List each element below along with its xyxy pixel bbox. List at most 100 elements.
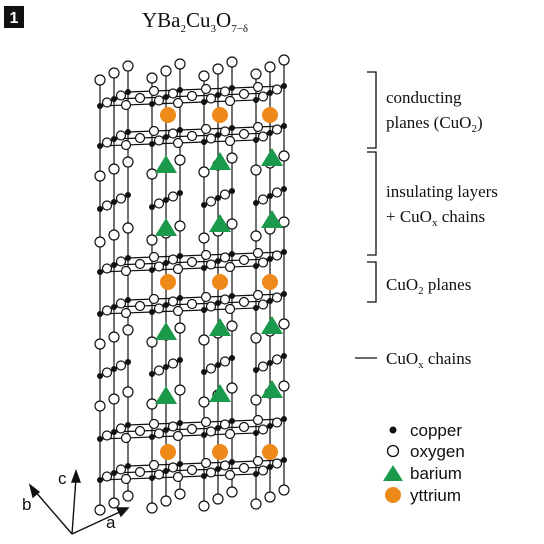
copper: [281, 416, 287, 422]
oxygen: [95, 505, 105, 515]
lattice: [95, 55, 289, 515]
oxygen: [207, 364, 216, 373]
oxygen: [188, 258, 197, 267]
copper: [97, 143, 103, 149]
oxygen: [174, 265, 183, 274]
copper: [201, 139, 207, 145]
oxygen: [279, 381, 289, 391]
oxygen: [122, 101, 131, 110]
oxygen: [207, 302, 216, 311]
copper: [229, 125, 235, 131]
oxygen: [254, 249, 263, 258]
oxygen: [155, 199, 164, 208]
bracket: [367, 262, 376, 302]
legend-label: copper: [410, 421, 462, 440]
oxygen: [122, 267, 131, 276]
copper: [177, 295, 183, 301]
oxygen: [147, 235, 157, 245]
oxygen: [136, 134, 145, 143]
copper: [267, 90, 273, 96]
oxygen: [221, 420, 230, 429]
copper: [229, 459, 235, 465]
oxygen: [227, 383, 237, 393]
oxygen: [174, 432, 183, 441]
copper: [281, 83, 287, 89]
oxygen: [202, 459, 211, 468]
oxygen: [226, 263, 235, 272]
copper: [215, 132, 221, 138]
copper: [267, 464, 273, 470]
copper: [267, 423, 273, 429]
oxygen: [227, 321, 237, 331]
annotation-line: chains: [437, 207, 485, 226]
oxygen: [169, 359, 178, 368]
title-part: Cu: [186, 8, 211, 32]
oxygen: [174, 99, 183, 108]
copper: [281, 123, 287, 129]
oxygen: [221, 127, 230, 136]
oxygen: [175, 221, 185, 231]
copper: [111, 470, 117, 476]
oxygen: [95, 171, 105, 181]
oxygen: [202, 85, 211, 94]
copper: [267, 256, 273, 262]
copper: [149, 267, 155, 273]
oxygen: [207, 427, 216, 436]
copper: [229, 251, 235, 257]
oxygen: [273, 418, 282, 427]
oxygen: [265, 492, 275, 502]
copper: [201, 202, 207, 208]
oxygen: [240, 90, 249, 99]
oxygen: [109, 394, 119, 404]
copper: [201, 369, 207, 375]
copper: [163, 197, 169, 203]
oxygen: [259, 362, 268, 371]
copper: [163, 134, 169, 140]
oxygen: [251, 165, 261, 175]
oxygen: [254, 123, 263, 132]
oxygen: [103, 264, 112, 273]
annotation: conducting: [386, 88, 462, 107]
title: YBa2Cu3O7−δ: [142, 8, 248, 35]
copper: [281, 291, 287, 297]
oxygen: [117, 424, 126, 433]
copper: [229, 85, 235, 91]
oxygen: [199, 335, 209, 345]
oxygen: [226, 137, 235, 146]
oxygen: [136, 94, 145, 103]
oxygen: [227, 487, 237, 497]
annotation: + CuOx chains: [386, 207, 485, 229]
barium: [155, 155, 177, 173]
oxygen: [188, 92, 197, 101]
annotation-line: + CuO: [386, 207, 432, 226]
copper: [163, 468, 169, 474]
copper: [149, 371, 155, 377]
oxygen: [188, 425, 197, 434]
oxygen: [259, 466, 268, 475]
oxygen: [188, 132, 197, 141]
oxygen: [123, 491, 133, 501]
legend-barium: [383, 465, 403, 481]
oxygen: [279, 55, 289, 65]
oxygen: [169, 129, 178, 138]
oxygen: [147, 169, 157, 179]
copper: [253, 305, 259, 311]
oxygen: [150, 127, 159, 136]
copper: [281, 457, 287, 463]
oxygen: [273, 251, 282, 260]
oxygen: [123, 223, 133, 233]
copper: [215, 425, 221, 431]
oxygen: [150, 420, 159, 429]
oxygen: [273, 355, 282, 364]
oxygen: [117, 194, 126, 203]
oxygen: [199, 167, 209, 177]
copper: [253, 471, 259, 477]
oxygen: [259, 258, 268, 267]
yttrium: [160, 444, 176, 460]
barium: [155, 218, 177, 236]
axis-label: a: [106, 513, 116, 532]
yttrium: [212, 444, 228, 460]
copper: [125, 359, 131, 365]
copper: [201, 432, 207, 438]
oxygen: [207, 134, 216, 143]
